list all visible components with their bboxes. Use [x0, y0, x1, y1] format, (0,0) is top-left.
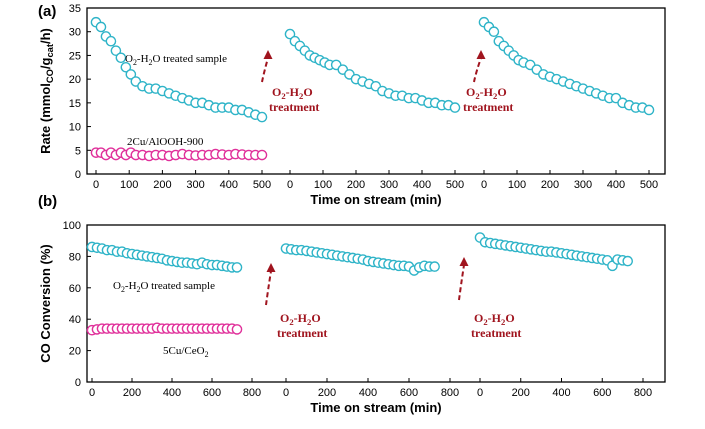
- data-point: [284, 28, 296, 40]
- treatment-arrow: [261, 57, 269, 83]
- y-tick-label: 25: [69, 50, 81, 62]
- x-tick-label: 200: [347, 179, 365, 191]
- x-tick-label: 400: [220, 179, 238, 191]
- panel-label: (a): [38, 3, 56, 20]
- data-point: [231, 262, 243, 273]
- treatment-arrowhead: [476, 50, 486, 59]
- data-point: [449, 102, 461, 113]
- data-point: [110, 45, 122, 56]
- data-point: [488, 26, 500, 38]
- treatment-arrowhead: [459, 257, 469, 266]
- x-tick-label: 400: [359, 387, 377, 399]
- x-tick-label: 0: [477, 387, 483, 399]
- data-point: [115, 52, 127, 64]
- treatment-word: treatment: [269, 100, 319, 114]
- panel-label: (b): [38, 193, 57, 210]
- y-tick-label: 5: [75, 145, 81, 157]
- x-tick-label: 400: [413, 179, 431, 191]
- data-point: [643, 104, 655, 116]
- x-tick-label: 400: [607, 179, 625, 191]
- x-tick-label: 300: [380, 179, 398, 191]
- treatment-arrowhead: [263, 50, 273, 59]
- plot-frame: [86, 7, 666, 175]
- x-tick-label: 600: [400, 387, 418, 399]
- x-tick-label: 300: [574, 179, 592, 191]
- treatment-label: O2-H2O: [272, 85, 313, 101]
- x-tick-label: 200: [318, 387, 336, 399]
- x-tick-label: 500: [446, 179, 464, 191]
- panel-b: 0 20 40 60 80 100 0 200 400 600 800 0 200 400 600 800 0 2…: [38, 193, 666, 415]
- series-label-reference: 2Cu/AlOOH-900: [127, 136, 204, 148]
- treatment-label: O2-H2O: [466, 85, 507, 101]
- x-tick-label: 0: [287, 179, 293, 191]
- x-tick-label: 0: [93, 179, 99, 191]
- series-label-treated: O2-H2O treated sample: [125, 53, 227, 67]
- treatment-word: treatment: [471, 326, 521, 340]
- x-tick-label: 300: [186, 179, 204, 191]
- x-tick-label: 0: [481, 179, 487, 191]
- data-point: [125, 69, 137, 80]
- treatment-label: O2-H2O: [474, 311, 515, 327]
- x-tick-label: 200: [541, 179, 559, 191]
- data-point: [256, 149, 268, 161]
- y-tick-label: 60: [69, 283, 81, 295]
- data-point: [120, 61, 132, 73]
- x-tick-label: 0: [89, 387, 95, 399]
- treatment-arrow: [265, 270, 272, 306]
- x-tick-label: 100: [314, 179, 332, 191]
- x-axis-label: Time on stream (min): [310, 192, 441, 207]
- y-tick-label: 30: [69, 27, 81, 39]
- data-point: [256, 111, 268, 123]
- x-tick-label: 400: [552, 387, 570, 399]
- x-tick-label: 100: [120, 179, 138, 191]
- plot-frame: [86, 224, 666, 383]
- x-tick-label: 500: [253, 179, 271, 191]
- treatment-word: treatment: [277, 326, 327, 340]
- treatment-arrow: [458, 264, 465, 301]
- x-tick-label: 600: [203, 387, 221, 399]
- x-tick-label: 400: [163, 387, 181, 399]
- treatment-arrowhead: [266, 263, 276, 272]
- y-tick-label: 0: [75, 377, 81, 389]
- x-tick-label: 600: [593, 387, 611, 399]
- x-tick-label: 200: [512, 387, 530, 399]
- data-point: [95, 21, 107, 33]
- y-tick-label: 15: [69, 98, 81, 110]
- x-tick-label: 200: [123, 387, 141, 399]
- y-axis-label: CO Conversion (%): [38, 244, 53, 362]
- x-tick-label: 800: [441, 387, 459, 399]
- data-point: [231, 324, 243, 335]
- x-axis-label: Time on stream (min): [310, 400, 441, 415]
- x-tick-label: 100: [508, 179, 526, 191]
- y-tick-label: 100: [63, 220, 81, 232]
- data-point: [622, 255, 634, 267]
- y-axis-label: Rate (mmolCO/gcat/h): [38, 28, 55, 154]
- x-tick-label: 200: [153, 179, 171, 191]
- treatment-label: O2-H2O: [280, 311, 321, 327]
- series-label-treated: O2-H2O treated sample: [113, 280, 215, 294]
- y-tick-label: 20: [69, 74, 81, 86]
- x-tick-label: 0: [283, 387, 289, 399]
- x-tick-label: 500: [640, 179, 658, 191]
- treatment-word: treatment: [463, 100, 513, 114]
- y-tick-label: 20: [69, 346, 81, 358]
- data-point: [105, 35, 117, 47]
- y-tick-label: 0: [75, 169, 81, 181]
- x-tick-label: 800: [243, 387, 261, 399]
- panel-a: 0 5 10 15 20 25 30 35 0 100 200 300 400 500 0 100 200 300…: [38, 3, 666, 207]
- y-tick-label: 10: [69, 122, 81, 134]
- y-tick-label: 80: [69, 251, 81, 263]
- y-tick-label: 35: [69, 3, 81, 15]
- treatment-arrow: [473, 57, 482, 83]
- series-label-reference: 5Cu/CeO2: [163, 345, 209, 359]
- y-tick-label: 40: [69, 314, 81, 326]
- x-tick-label: 800: [634, 387, 652, 399]
- data-point: [429, 261, 440, 272]
